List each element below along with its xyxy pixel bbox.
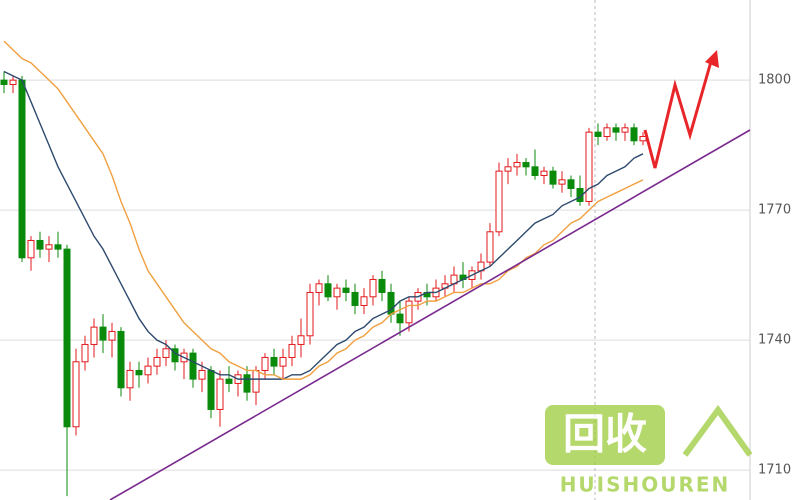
candle-body	[603, 127, 611, 137]
candle-body	[513, 161, 521, 168]
candle-body	[63, 248, 71, 428]
candle-body	[324, 283, 332, 298]
candle-body	[531, 166, 539, 176]
y-tick-label: 1710	[758, 463, 791, 478]
forecast-arrow	[643, 57, 714, 169]
candle-body	[333, 287, 341, 298]
candle-body	[396, 313, 404, 324]
y-tick-label: 1740	[758, 333, 791, 348]
candle-body	[81, 343, 89, 363]
candle-body	[162, 348, 170, 358]
candle-body	[27, 239, 35, 259]
candle-body	[207, 369, 215, 410]
candle-body	[198, 369, 206, 380]
candle-body	[99, 326, 107, 341]
candle-body	[45, 244, 53, 250]
candle-body	[486, 231, 494, 263]
candle-body	[369, 278, 377, 298]
candle-body	[540, 170, 548, 176]
candle-body	[360, 296, 368, 306]
candle-body	[495, 170, 503, 233]
candle-body	[306, 291, 314, 337]
candle-body	[9, 79, 17, 85]
watermark-brand: HUISHOUREN	[560, 473, 731, 497]
candle-body	[153, 356, 161, 367]
y-tick-label: 1770	[758, 203, 791, 218]
candle-body	[405, 300, 413, 324]
candle-body	[189, 352, 197, 380]
candle-body	[639, 135, 647, 142]
watermark: 回收 HUISHOUREN	[545, 404, 753, 497]
candle-body	[279, 356, 287, 367]
candle-body	[630, 127, 638, 142]
candle-body	[621, 127, 629, 133]
candle-body	[270, 356, 278, 367]
candle-body	[594, 131, 602, 137]
candle-body	[216, 378, 224, 410]
candle-body	[117, 330, 125, 389]
candle-body	[288, 343, 296, 358]
trendline	[109, 129, 751, 500]
candle-body	[126, 369, 134, 389]
candle-body	[315, 283, 323, 293]
candle-body	[378, 278, 386, 293]
y-tick-label: 1800	[758, 73, 791, 88]
candle-body	[108, 330, 116, 341]
candle-body	[351, 291, 359, 306]
arrow-head	[705, 50, 719, 68]
candle-body	[261, 356, 269, 371]
candle-body	[54, 244, 62, 250]
candle-body	[504, 166, 512, 172]
candle-body	[90, 326, 98, 345]
watermark-box	[545, 405, 665, 465]
moving-average	[3, 40, 644, 380]
candle-body	[0, 79, 8, 85]
candle-body	[18, 79, 26, 259]
candle-body	[297, 335, 305, 345]
watermark-icon	[682, 404, 753, 457]
candle-body	[252, 369, 260, 393]
candle-body	[135, 369, 143, 376]
candle-body	[243, 374, 251, 393]
moving-average	[3, 70, 644, 380]
candle-body	[612, 127, 620, 133]
candle-body	[549, 170, 557, 185]
candle-body	[585, 131, 593, 202]
candle-body	[567, 179, 575, 189]
watermark-logo: 回收	[563, 410, 647, 459]
candle-body	[342, 287, 350, 293]
candle-body	[225, 378, 233, 384]
candle-body	[72, 361, 80, 428]
candle-body	[558, 179, 566, 185]
candle-body	[144, 365, 152, 376]
candle-body	[522, 161, 530, 168]
candle-body	[36, 239, 44, 250]
